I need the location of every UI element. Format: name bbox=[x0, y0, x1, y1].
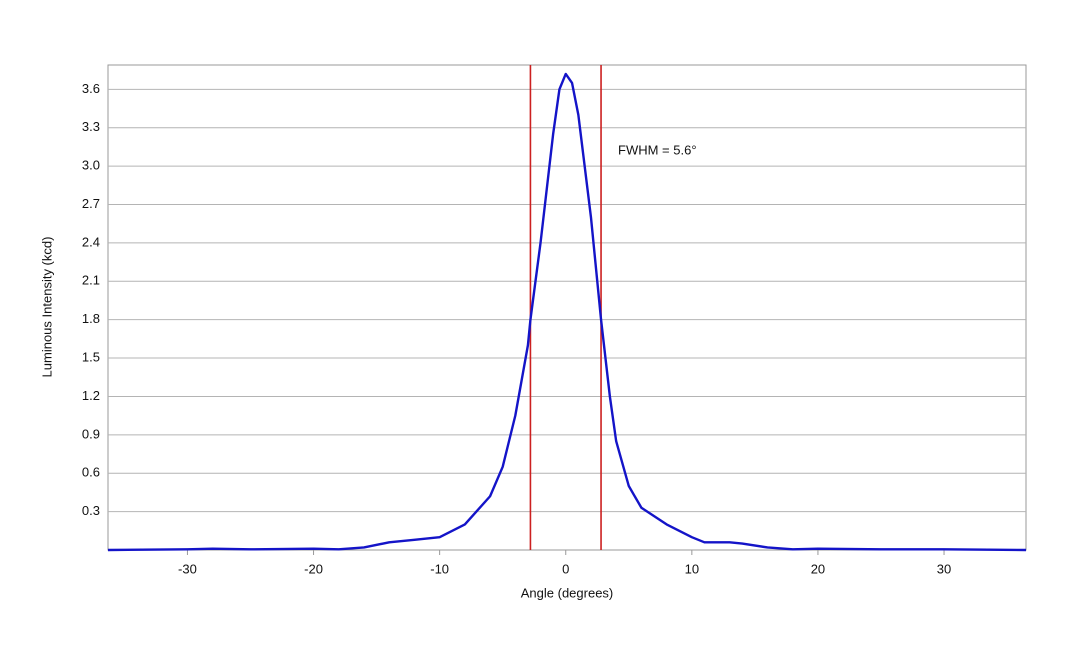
y-tick-label: 1.8 bbox=[82, 311, 100, 326]
y-tick-label: 3.6 bbox=[82, 81, 100, 96]
curve bbox=[107, 72, 1027, 552]
x-tick-label: 10 bbox=[685, 561, 699, 576]
x-tick-label: 30 bbox=[937, 561, 951, 576]
y-tick-label: 2.4 bbox=[82, 234, 100, 249]
y-tick-label: 1.2 bbox=[82, 388, 100, 403]
x-tick-label: -20 bbox=[304, 561, 323, 576]
x-tick-label: -10 bbox=[430, 561, 449, 576]
x-tick-label: 20 bbox=[811, 561, 825, 576]
y-tick-label: 3.0 bbox=[82, 158, 100, 173]
y-tick-label: 1.5 bbox=[82, 349, 100, 364]
y-tick-label: 3.3 bbox=[82, 119, 100, 134]
x-tick-label: 0 bbox=[562, 561, 569, 576]
plot-frame bbox=[107, 64, 1027, 551]
y-axis-label: Luminous Intensity (kcd) bbox=[39, 237, 54, 378]
x-tick-label: -30 bbox=[178, 561, 197, 576]
y-tick-label: 2.7 bbox=[82, 196, 100, 211]
annotation: FWHM = 5.6° bbox=[618, 142, 697, 157]
y-tick-label: 0.3 bbox=[82, 503, 100, 518]
y-tick-label: 0.9 bbox=[82, 426, 100, 441]
x-axis-label: Angle (degrees) bbox=[521, 585, 614, 600]
y-tick-label: 2.1 bbox=[82, 273, 100, 288]
y-tick-label: 0.6 bbox=[82, 465, 100, 480]
